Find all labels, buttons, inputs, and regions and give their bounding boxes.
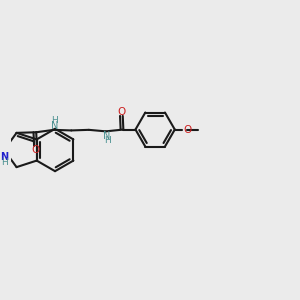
Text: H: H <box>103 136 110 145</box>
Text: N: N <box>103 130 111 141</box>
Text: N: N <box>0 152 8 161</box>
Text: O: O <box>117 107 126 117</box>
Text: O: O <box>183 124 191 134</box>
Text: H: H <box>1 158 7 167</box>
Text: H: H <box>52 116 58 125</box>
Text: O: O <box>32 145 40 154</box>
Text: N: N <box>51 121 59 130</box>
